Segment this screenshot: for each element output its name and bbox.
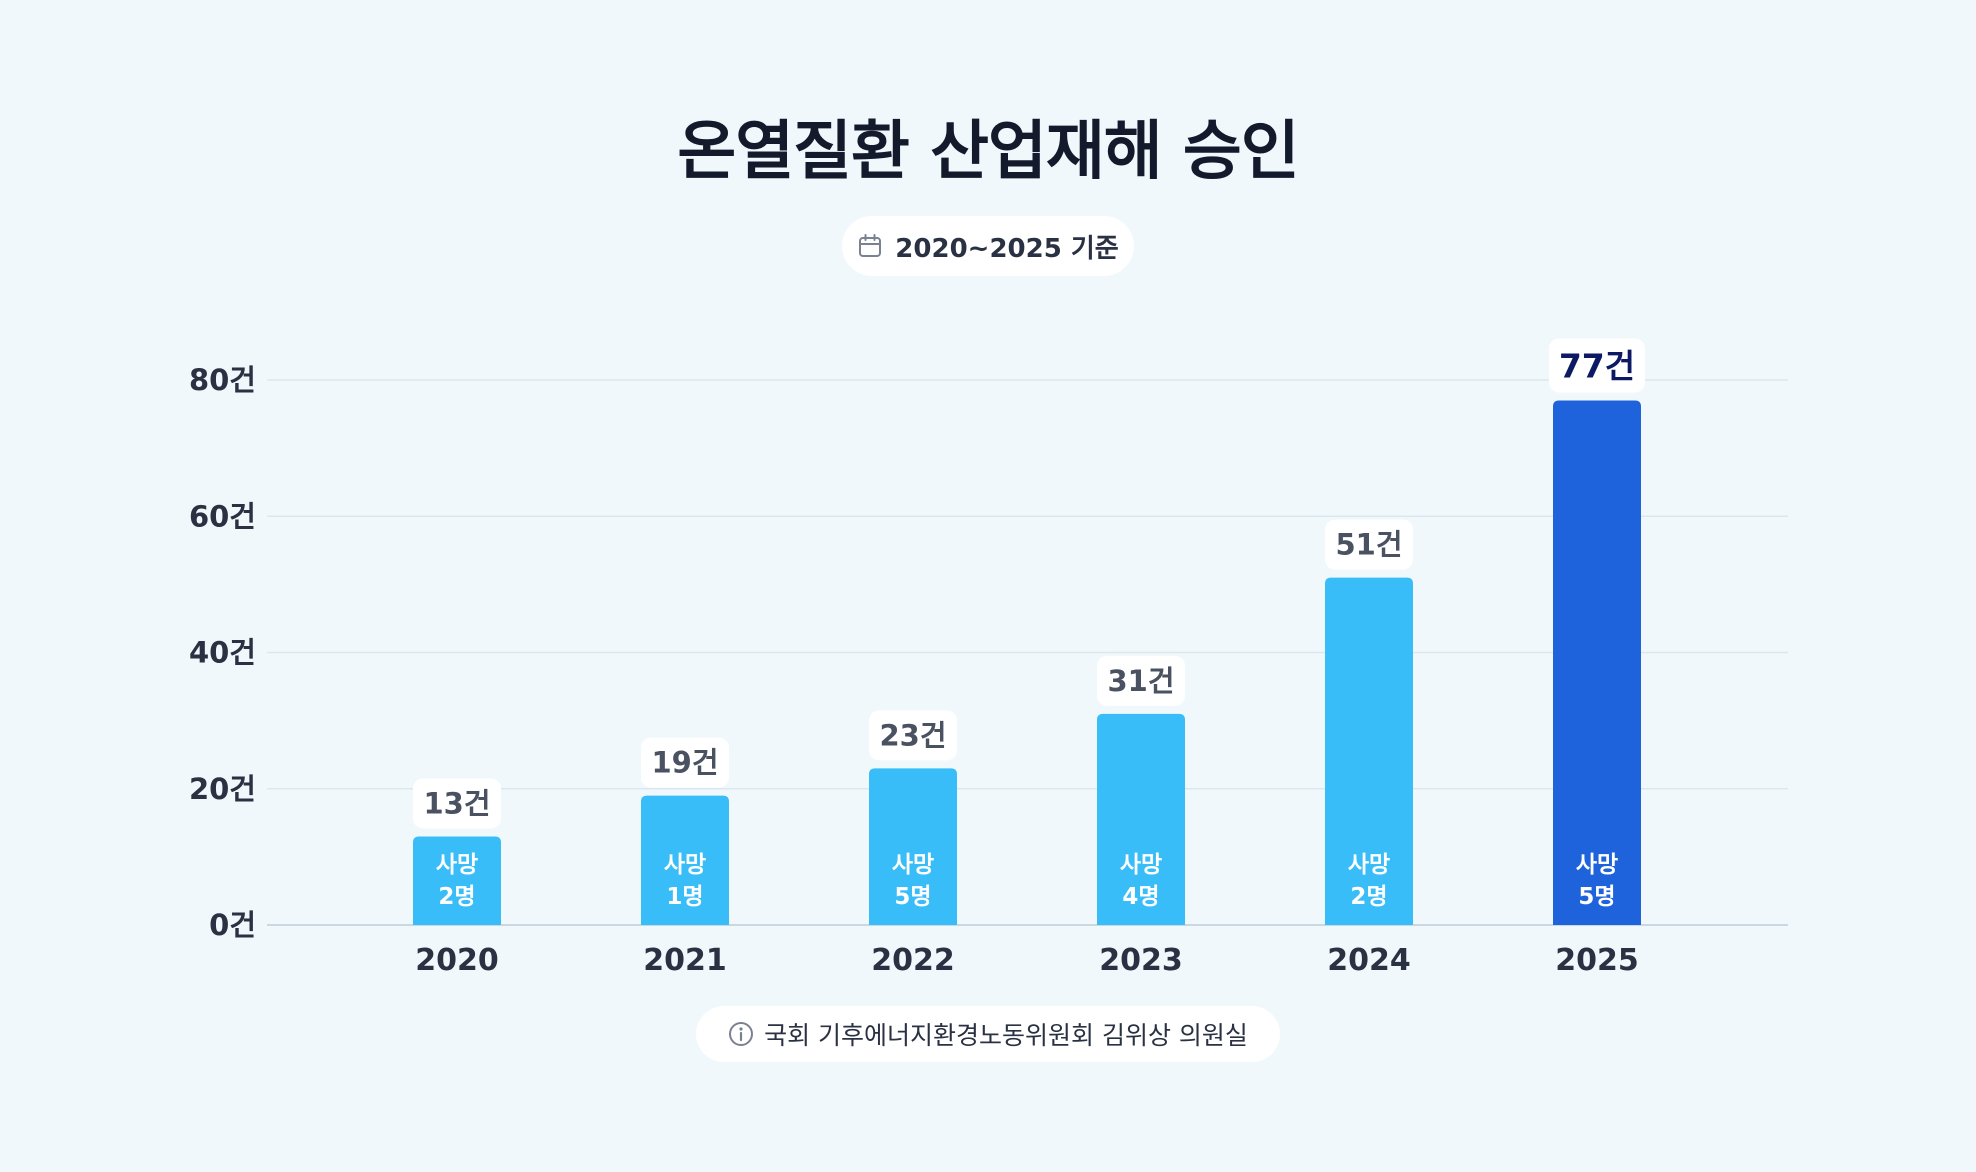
value-label-bg — [1097, 655, 1185, 706]
x-tick-label: 2023 — [1099, 943, 1183, 978]
x-tick-label: 2021 — [643, 943, 727, 978]
death-count-label: 5명 — [1578, 884, 1615, 910]
death-label-title: 사망 — [1576, 852, 1618, 878]
y-tick-label: 40건 — [189, 636, 256, 670]
source-badge: 국회 기후에너지환경노동위원회 김위상 의원실 — [696, 1006, 1280, 1062]
bar — [869, 768, 957, 925]
y-axis: 0건 20건 40건 60건 80건 — [189, 363, 256, 942]
bar — [1097, 713, 1185, 925]
x-tick-label: 2024 — [1327, 943, 1411, 978]
y-tick-label: 80건 — [189, 363, 256, 397]
value-label: 77건 — [1559, 346, 1635, 385]
death-label-title: 사망 — [1348, 852, 1390, 878]
value-label-bg — [1549, 338, 1645, 393]
period-badge: 2020~2025 기준 — [842, 216, 1134, 276]
calendar-icon — [859, 234, 882, 257]
chart-title: 온열질환 산업재해 승인 — [677, 115, 1299, 189]
bar — [1553, 400, 1641, 925]
death-label-title: 사망 — [892, 852, 934, 878]
death-count-label: 4명 — [1122, 884, 1159, 910]
grid-lines — [267, 379, 1788, 926]
bar — [1325, 577, 1413, 925]
y-tick-label: 0건 — [209, 908, 256, 942]
value-label-bg — [413, 778, 501, 829]
value-label: 19건 — [651, 746, 718, 780]
value-label: 51건 — [1335, 528, 1402, 562]
value-label-bg — [641, 737, 729, 788]
value-label-bg — [869, 710, 957, 761]
bar — [641, 795, 729, 925]
source-text: 국회 기후에너지환경노동위원회 김위상 의원실 — [764, 1021, 1248, 1050]
y-tick-label: 20건 — [189, 772, 256, 806]
death-count-label: 1명 — [666, 884, 703, 910]
x-tick-label: 2022 — [871, 943, 955, 978]
value-label-bg — [1325, 519, 1413, 570]
value-label: 13건 — [423, 786, 490, 820]
death-label-title: 사망 — [1120, 852, 1162, 878]
death-count-label: 5명 — [894, 884, 931, 910]
bar — [413, 836, 501, 925]
death-label-title: 사망 — [436, 852, 478, 878]
death-label-title: 사망 — [664, 852, 706, 878]
info-icon — [729, 1022, 754, 1046]
death-count-label: 2명 — [438, 884, 475, 910]
y-tick-label: 60건 — [189, 499, 256, 533]
value-label: 31건 — [1107, 664, 1174, 698]
value-label: 23건 — [879, 718, 946, 752]
x-axis: 2020 2021 2022 2023 2024 2025 — [415, 943, 1639, 978]
x-tick-label: 2025 — [1555, 943, 1639, 978]
period-text: 2020~2025 기준 — [895, 233, 1119, 264]
death-count-label: 2명 — [1350, 884, 1387, 910]
x-tick-label: 2020 — [415, 943, 499, 978]
